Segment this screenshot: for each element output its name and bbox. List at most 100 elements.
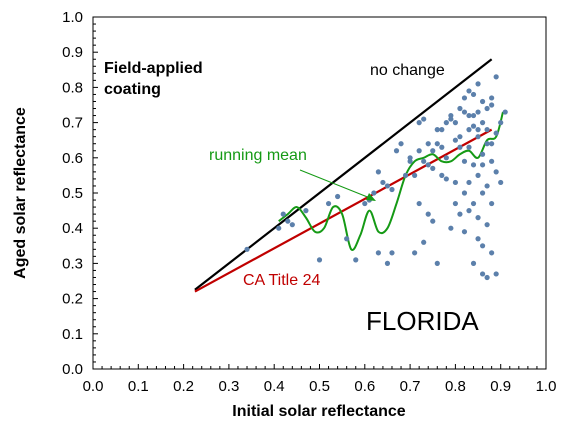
scatter-point — [280, 211, 286, 217]
scatter-point — [484, 141, 490, 147]
scatter-point — [475, 127, 481, 133]
scatter-point — [493, 169, 499, 175]
scatter-point — [452, 137, 458, 143]
scatter-point — [380, 179, 386, 186]
scatter-point — [371, 190, 377, 196]
panel-label-line1: Field-applied — [104, 60, 203, 77]
scatter-point — [430, 148, 436, 154]
no-change-label: no change — [370, 62, 445, 79]
scatter-point — [466, 179, 472, 186]
scatter-point — [353, 257, 359, 263]
x-tick-label: 0.1 — [128, 378, 149, 395]
scatter-point — [484, 127, 490, 133]
scatter-point — [475, 134, 481, 140]
scatter-point — [384, 260, 391, 266]
scatter-point — [434, 141, 440, 147]
scatter-point — [421, 158, 427, 164]
scatter-point — [434, 260, 440, 266]
scatter-point — [479, 162, 486, 168]
scatter-point — [461, 190, 468, 196]
scatter-point — [375, 250, 381, 256]
scatter-point — [484, 105, 490, 112]
scatter-point — [470, 200, 477, 207]
scatter-point — [276, 225, 282, 231]
y-axis-label: Aged solar reflectance — [12, 107, 29, 279]
scatter-point — [489, 250, 495, 256]
scatter-point — [344, 236, 350, 242]
series-line-0 — [194, 58, 493, 291]
scatter-point — [461, 109, 468, 115]
scatter-point — [439, 144, 445, 150]
scatter-point — [475, 109, 481, 115]
scatter-point — [303, 208, 309, 214]
series-lines — [194, 58, 504, 293]
scatter-point — [466, 144, 472, 150]
scatter-point — [421, 239, 427, 245]
scatter-point — [470, 112, 477, 119]
y-tick-label: 0.6 — [62, 150, 83, 167]
scatter-point — [479, 120, 486, 126]
scatter-point — [443, 176, 449, 182]
y-tick-label: 1.0 — [62, 9, 83, 26]
scatter-point — [443, 120, 449, 126]
running-mean-arrowhead — [366, 193, 376, 201]
scatter-point — [434, 127, 440, 133]
y-axis-ticks: 0.0 0.1 0.2 0.3 0.4 0.5 0.6 0.7 0.8 0.9 1.0 — [62, 9, 98, 378]
scatter-point — [416, 200, 422, 207]
scatter-point — [289, 222, 295, 228]
y-tick-label: 0.3 — [62, 255, 83, 272]
x-tick-label: 0.5 — [309, 378, 330, 395]
x-tick-label: 0.0 — [83, 378, 104, 395]
scatter-point — [466, 88, 472, 94]
scatter-point — [244, 246, 250, 252]
x-tick-label: 1.0 — [536, 378, 557, 395]
series-line-1 — [194, 128, 493, 293]
scatter-point — [375, 169, 381, 175]
scatter-point — [489, 141, 495, 147]
scatter-point — [416, 148, 422, 154]
scatter-point — [457, 105, 463, 112]
scatter-point — [325, 200, 332, 207]
scatter-point — [389, 186, 395, 193]
x-tick-label: 0.9 — [490, 378, 511, 395]
scatter-point — [466, 127, 472, 133]
scatter-point — [475, 172, 481, 178]
scatter-point — [489, 95, 495, 101]
x-axis-label: Initial solar reflectance — [232, 403, 406, 420]
scatter-point — [466, 208, 472, 214]
scatter-point — [421, 116, 427, 122]
y-tick-label: 0.0 — [62, 361, 83, 378]
scatter-point — [452, 120, 458, 126]
scatter-point — [425, 211, 431, 217]
scatter-point — [448, 225, 454, 231]
y-tick-label: 0.2 — [62, 291, 83, 308]
scatter-point — [475, 215, 481, 221]
y-tick-label: 0.5 — [62, 185, 83, 202]
running-mean-curve — [278, 111, 504, 251]
scatter-point — [362, 200, 368, 207]
scatter-point — [484, 183, 490, 189]
x-tick-label: 0.6 — [354, 378, 375, 395]
scatter-point — [479, 190, 486, 196]
scatter-point — [502, 109, 508, 115]
scatter-point — [498, 120, 504, 126]
scatter-point — [479, 271, 486, 277]
scatter-point — [412, 250, 418, 256]
y-tick-label: 0.7 — [62, 115, 83, 132]
y-tick-label: 0.9 — [62, 44, 83, 61]
scatter-point — [493, 271, 499, 277]
scatter-point — [484, 274, 490, 281]
scatter-point — [461, 229, 468, 235]
scatter-point — [461, 158, 468, 164]
x-tick-label: 0.2 — [173, 378, 194, 395]
scatter-point — [466, 112, 472, 119]
scatter-point — [484, 222, 490, 228]
x-axis-ticks: 0.0 0.1 0.2 0.3 0.4 0.5 0.6 0.7 0.8 0.9 1.0 — [83, 364, 557, 395]
scatter-point — [489, 200, 495, 207]
scatter-point — [475, 236, 481, 242]
scatter-point — [479, 98, 486, 105]
region-label: FLORIDA — [366, 306, 479, 336]
scatter-point — [457, 211, 463, 217]
scatter-point — [439, 127, 445, 133]
